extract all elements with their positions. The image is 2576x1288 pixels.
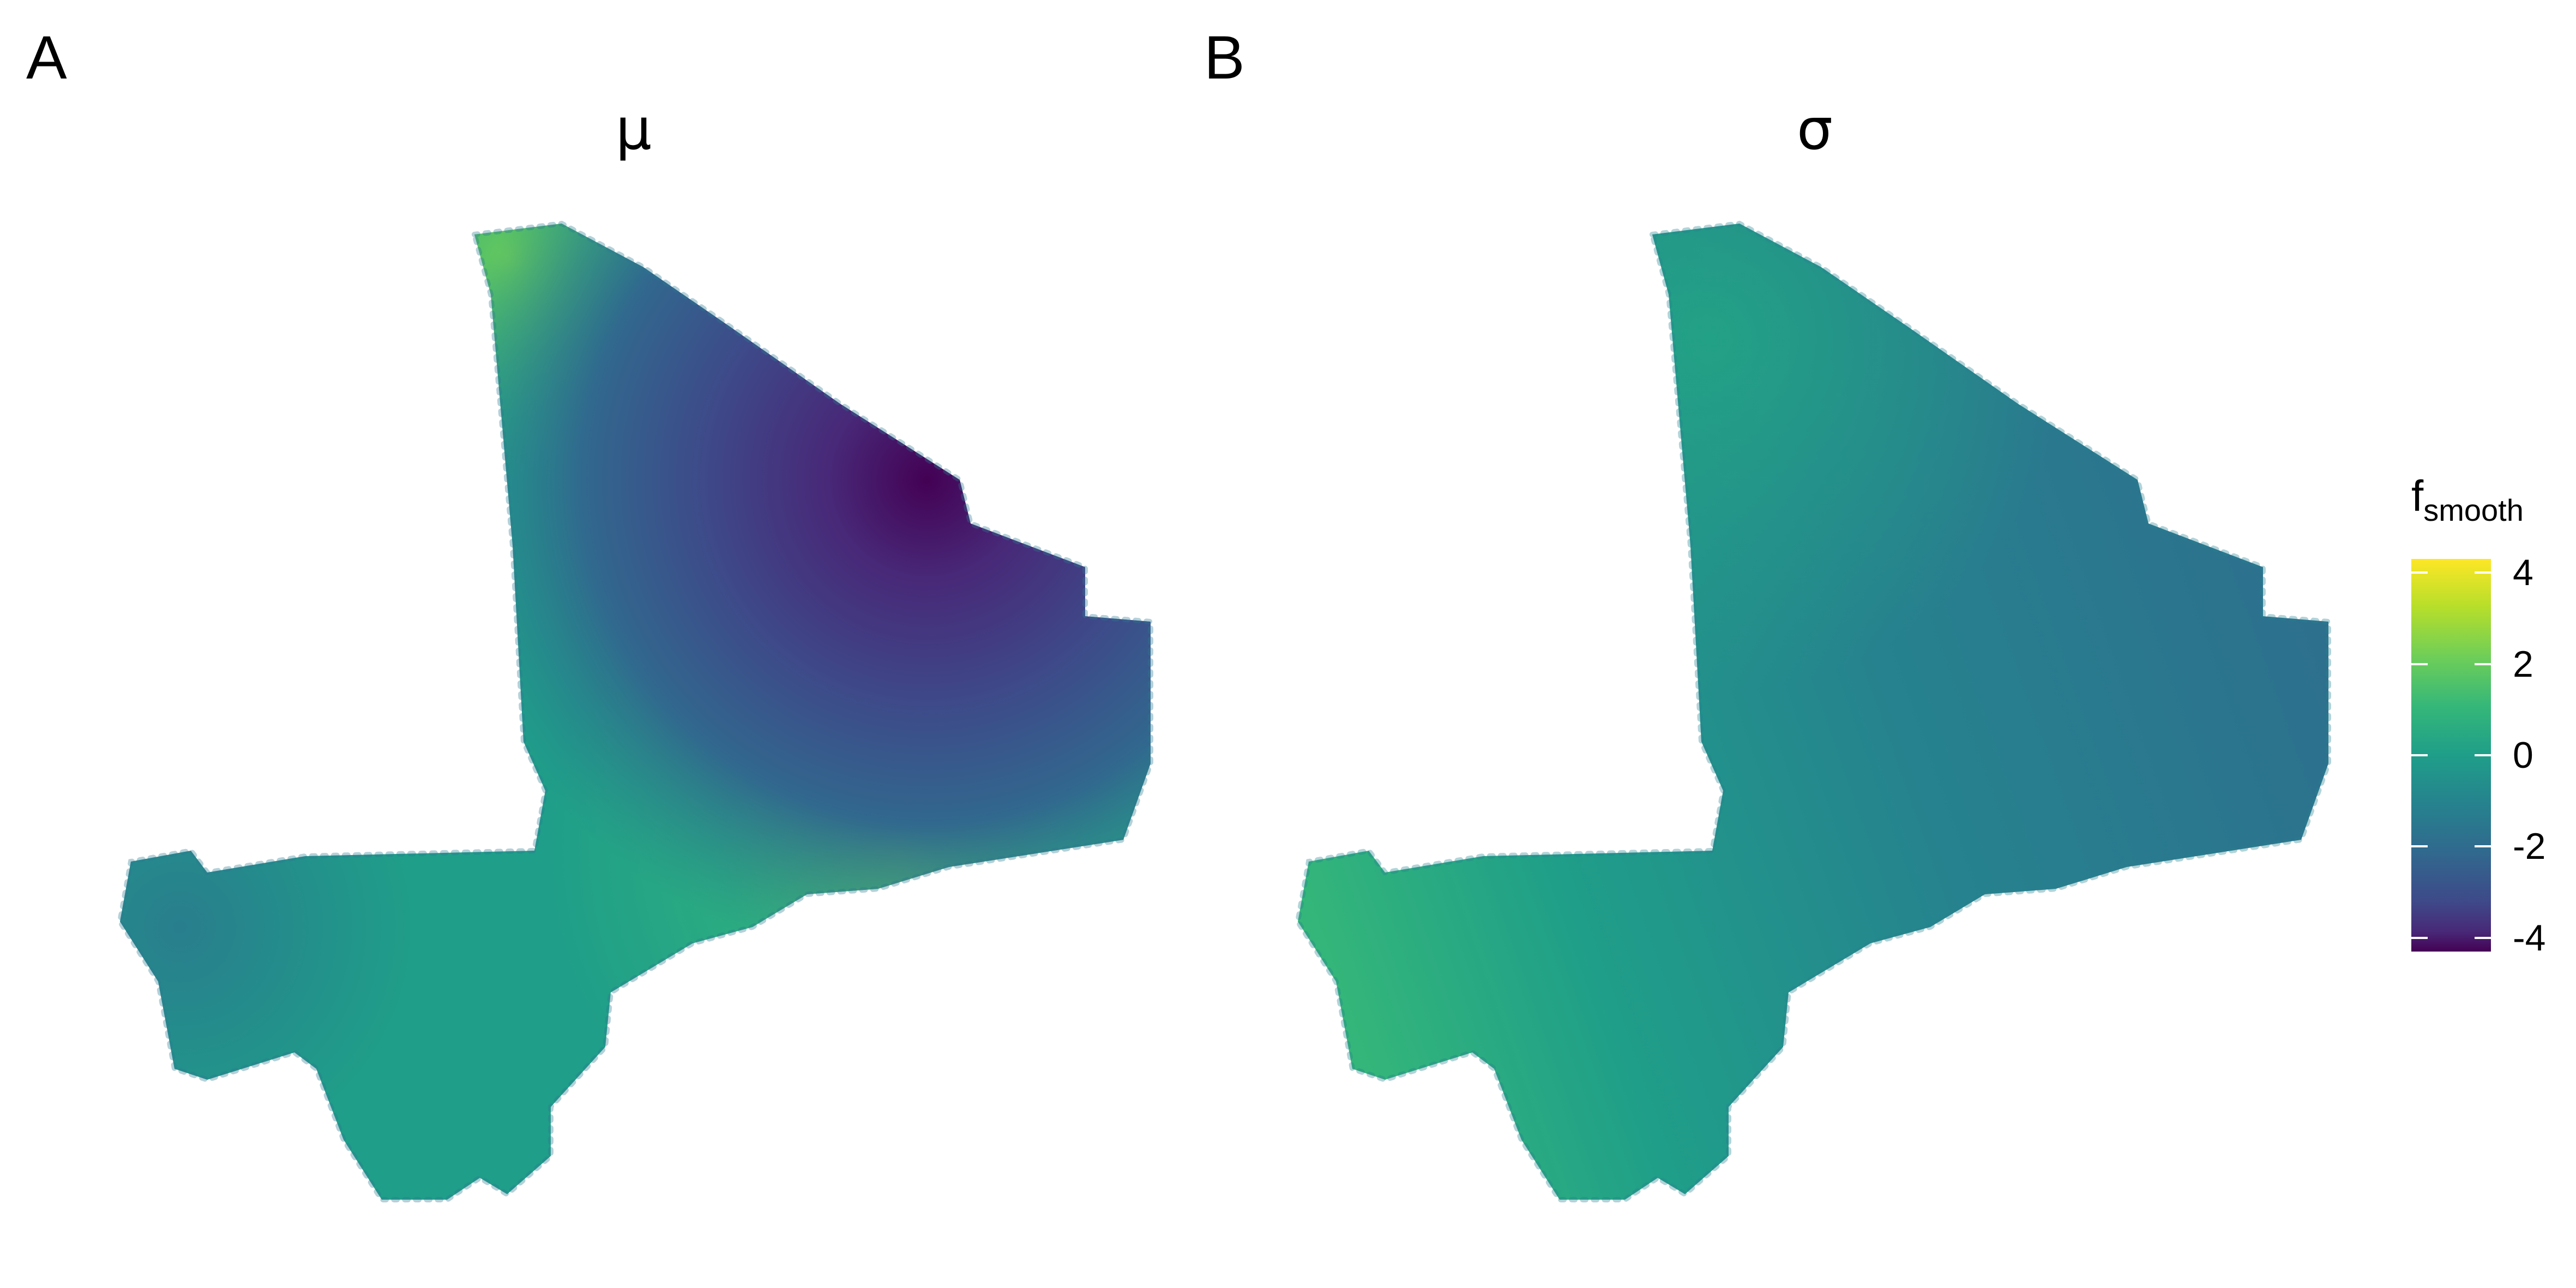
mu-map-outline [117,220,1153,1202]
legend-tick-label: -4 [2513,917,2546,959]
legend-tick-label: -2 [2513,826,2546,868]
legend-title-main: f [2411,472,2424,520]
mu-map [120,224,1151,1200]
legend-title-sub: smooth [2423,493,2524,527]
panel-b-title: σ [1797,96,1833,162]
panel-a-letter: A [26,23,67,92]
legend-tick-label: 2 [2513,643,2533,685]
legend-tick-label: 4 [2513,552,2533,594]
sigma-map-outline [1295,220,2331,1202]
legend-tick-label: 0 [2513,735,2533,776]
legend-title: fsmooth [2411,474,2524,526]
panel-a-title: μ [615,96,652,162]
panel-b-letter: B [1204,23,1245,92]
sigma-map [1298,224,2328,1200]
